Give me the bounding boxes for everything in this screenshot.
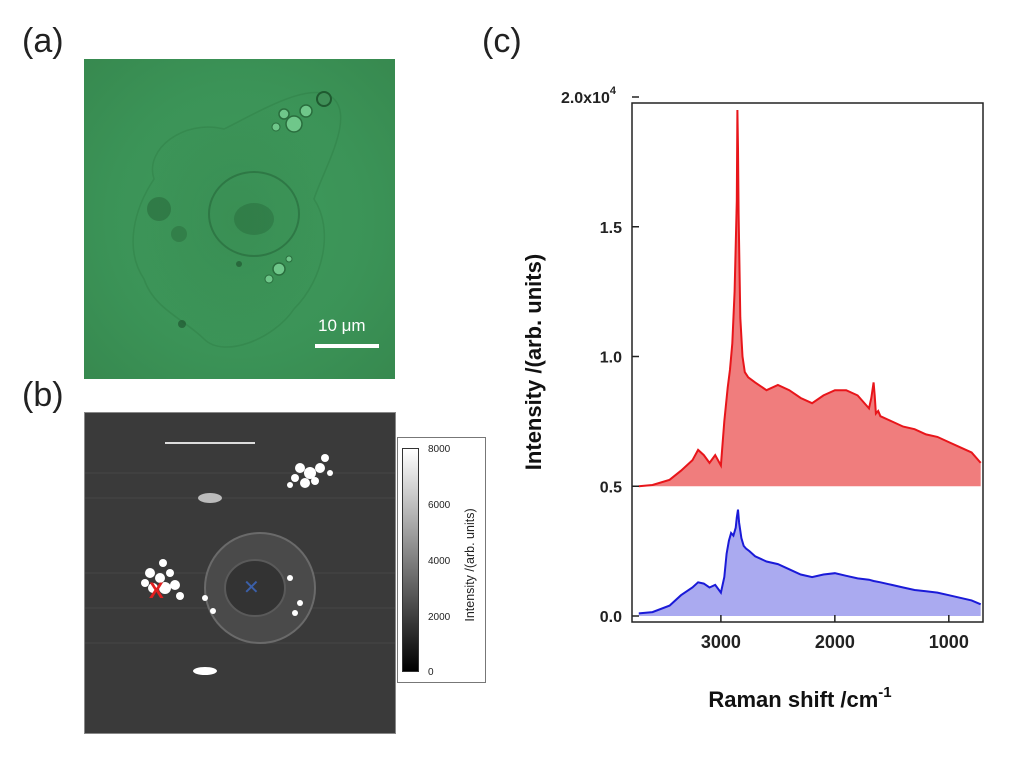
series-0-area: [638, 110, 981, 487]
marker-red-x: X: [149, 578, 164, 603]
x-tick-label: 2000: [815, 632, 855, 652]
x-axis-label: Raman shift /cm-1: [708, 684, 891, 712]
panel-label-c: (c): [482, 22, 522, 60]
colorbar-tick: 2000: [428, 612, 451, 623]
y-tick-label: 1.5: [600, 220, 622, 237]
x-tick-label: 3000: [701, 632, 741, 652]
scale-bar-label: 10 μm: [318, 316, 366, 335]
raman-intensity-map: X ✕: [84, 412, 396, 734]
y-tick-label: 0.0: [600, 609, 622, 626]
colorbar-gradient: [402, 448, 419, 672]
colorbar-tick: 8000: [428, 444, 451, 455]
series-1-line: [638, 509, 982, 615]
panel-label-b: (b): [22, 376, 64, 414]
y-tick-label: 1.0: [600, 350, 622, 367]
raman-map-image: [85, 442, 395, 675]
colorbar-tick: 0: [428, 667, 434, 678]
panel-label-a: (a): [22, 22, 64, 60]
optical-micrograph: 10 μm: [84, 59, 395, 379]
x-tick-label: 1000: [929, 632, 969, 652]
y-tick-label: 2.0x104: [561, 85, 617, 107]
colorbar-tick: 6000: [428, 500, 451, 511]
plot-frame: [631, 102, 984, 623]
y-axis-label: Intensity /(arb. units): [521, 254, 546, 470]
colorbar-label: Intensity /(arb. units): [463, 508, 477, 622]
marker-blue-x: ✕: [243, 577, 260, 599]
colorbar-tick: 4000: [428, 556, 451, 567]
series-0-line: [638, 109, 982, 488]
scale-bar: [315, 344, 379, 348]
series-1-area: [638, 509, 981, 616]
cell-illustration: [132, 91, 342, 348]
y-tick-label: 0.5: [600, 479, 622, 496]
